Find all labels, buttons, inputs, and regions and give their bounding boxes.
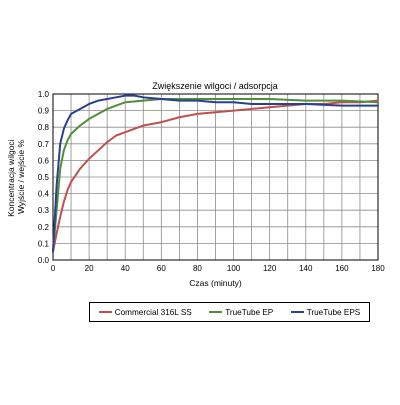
y-tick-label: 0.6 — [38, 156, 50, 165]
legend-item-truetube-eps: TrueTube EPS — [290, 307, 361, 317]
legend: Commercial 316L SS TrueTube EP TrueTube … — [89, 302, 370, 322]
x-tick-label: 140 — [299, 264, 313, 273]
x-tick-label: 120 — [263, 264, 277, 273]
y-axis-title: Koncentracja wilgoci Wyjście / wejście % — [6, 137, 26, 217]
plot-area — [52, 93, 379, 261]
x-tick-label: 160 — [335, 264, 349, 273]
x-tick-label: 20 — [85, 264, 94, 273]
x-axis-title: Czas (minuty) — [189, 278, 242, 288]
y-tick-label: 0.4 — [38, 190, 50, 199]
y-tick-label: 0.7 — [38, 140, 50, 149]
x-tick-label: 0 — [51, 264, 56, 273]
x-tick-label: 40 — [121, 264, 130, 273]
y-tick-label: 0.2 — [38, 223, 50, 232]
grid — [53, 94, 378, 260]
y-axis-title-line-2: Wyjście / wejście % — [16, 140, 26, 215]
x-tick-label: 80 — [193, 264, 202, 273]
series-line-2 — [52, 97, 379, 253]
legend-label: Commercial 316L SS — [114, 307, 192, 317]
legend-swatch-blue — [290, 311, 304, 313]
legend-swatch-red — [98, 311, 112, 313]
tick-labels: 0 20 40 60 80 100 120 140 160 180 0.0 0.1 0.2 0.3 0.4 0… — [38, 90, 385, 273]
legend-label: TrueTube EP — [225, 307, 274, 317]
y-tick-label: 0.9 — [38, 107, 50, 116]
legend-label: TrueTube EPS — [306, 307, 361, 317]
x-tick-label: 100 — [227, 264, 241, 273]
y-tick-label: 0.0 — [38, 256, 50, 265]
y-tick-label: 1.0 — [38, 90, 50, 99]
y-tick-label: 0.1 — [38, 239, 50, 248]
legend-swatch-green — [209, 311, 223, 313]
y-tick-label: 0.5 — [38, 173, 50, 182]
series-lines — [52, 94, 379, 253]
legend-item-commercial-316l-ss: Commercial 316L SS — [98, 307, 192, 317]
x-tick-label: 60 — [157, 264, 166, 273]
y-tick-label: 0.3 — [38, 206, 50, 215]
legend-item-truetube-ep: TrueTube EP — [209, 308, 273, 317]
y-axis-title-line-1: Koncentracja wilgoci — [6, 139, 16, 217]
chart-title: Zwiększenie wilgoci / adsorpcja — [152, 81, 278, 91]
series-line-3 — [52, 94, 379, 253]
y-tick-label: 0.8 — [38, 123, 50, 132]
x-tick-label: 180 — [371, 264, 385, 273]
